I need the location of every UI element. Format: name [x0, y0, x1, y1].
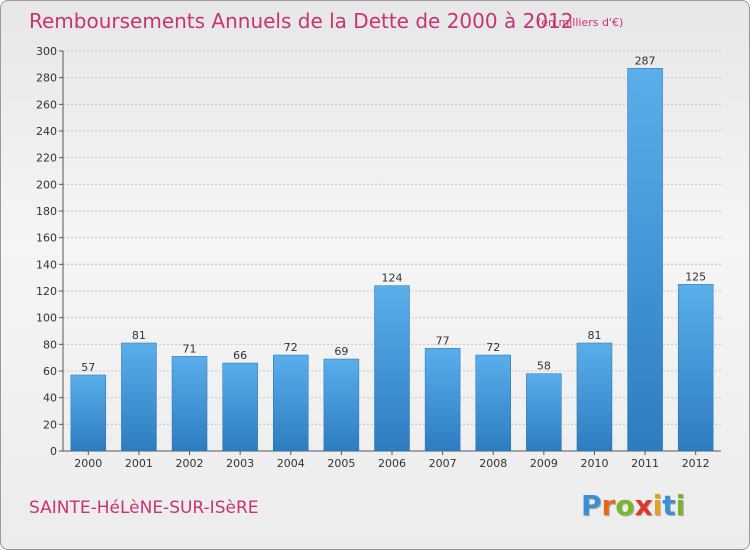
bar: [273, 354, 309, 452]
chart-units: (en milliers d'€): [537, 16, 624, 29]
bar-value-label: 69: [334, 345, 348, 358]
bar-value-label: 66: [233, 349, 247, 362]
proxiti-logo: Proxiti: [581, 489, 685, 522]
logo-letter: i: [675, 489, 686, 522]
y-tick-label: 160: [36, 232, 57, 245]
y-tick-label: 120: [36, 285, 57, 298]
axes: 0 20 40 60 80 100 120 140 160 180 200 220 240 260 280 3…: [36, 45, 721, 470]
data-labels: 57 81 71 66 72 69 124 77 72 58 81 287 125: [81, 54, 706, 374]
bar: [475, 354, 511, 452]
y-tick-label: 60: [43, 365, 57, 378]
bar-value-label: 58: [537, 360, 551, 373]
x-tick-label: 2003: [226, 457, 254, 470]
bar: [222, 362, 258, 452]
bar-value-label: 72: [486, 341, 500, 354]
logo-letter: o: [615, 489, 635, 522]
bar: [323, 358, 360, 452]
x-tick-label: 2012: [682, 457, 710, 470]
y-tick-label: 260: [36, 98, 57, 111]
bar: [374, 285, 410, 452]
x-tick-label: 2000: [74, 457, 102, 470]
x-tick-label: 2008: [479, 457, 507, 470]
bar-value-label: 81: [132, 329, 146, 342]
bar: [121, 342, 157, 452]
x-tick-label: 2009: [530, 457, 558, 470]
y-tick-label: 200: [36, 178, 57, 191]
x-tick-label: 2011: [631, 457, 659, 470]
bar-value-label: 77: [436, 334, 450, 347]
y-tick-label: 0: [50, 445, 57, 458]
bar-value-label: 124: [382, 272, 403, 285]
commune-name: SAINTE-HéLèNE-SUR-ISèRE: [29, 498, 259, 518]
bar-value-label: 72: [284, 341, 298, 354]
x-tick-label: 2010: [580, 457, 608, 470]
y-tick-label: 180: [36, 205, 57, 218]
y-tick-label: 100: [36, 312, 57, 325]
logo-letter: P: [581, 489, 602, 522]
y-tick-label: 240: [36, 125, 57, 138]
bar-value-label: 57: [81, 361, 95, 374]
y-tick-label: 80: [43, 338, 57, 351]
bar-value-label: 81: [587, 329, 601, 342]
bar: [70, 374, 107, 452]
y-tick-label: 20: [43, 418, 57, 431]
logo-letter: t: [662, 489, 676, 522]
x-tick-label: 2005: [327, 457, 355, 470]
bars: [70, 68, 714, 452]
bar: [171, 356, 208, 452]
y-tick-label: 40: [43, 392, 57, 405]
logo-letter: i: [652, 489, 663, 522]
x-tick-label: 2007: [429, 457, 457, 470]
x-tick-label: 2002: [176, 457, 204, 470]
bar: [576, 342, 613, 452]
bar-value-label: 125: [685, 270, 706, 283]
y-tick-label: 140: [36, 258, 57, 271]
x-tick-label: 2004: [277, 457, 305, 470]
y-tick-label: 300: [36, 45, 57, 58]
y-tick-label: 220: [36, 152, 57, 165]
chart-title: Remboursements Annuels de la Dette de 20…: [29, 9, 574, 33]
bar-value-label: 287: [635, 54, 656, 67]
y-tick-label: 280: [36, 72, 57, 85]
x-tick-label: 2001: [125, 457, 153, 470]
logo-letter: x: [634, 489, 653, 522]
bar: [627, 68, 663, 452]
bar-value-label: 71: [183, 342, 197, 355]
logo-letter: r: [601, 489, 616, 522]
bar: [526, 373, 562, 452]
x-tick-label: 2006: [378, 457, 406, 470]
bar: [677, 284, 714, 452]
bar: [424, 348, 461, 452]
